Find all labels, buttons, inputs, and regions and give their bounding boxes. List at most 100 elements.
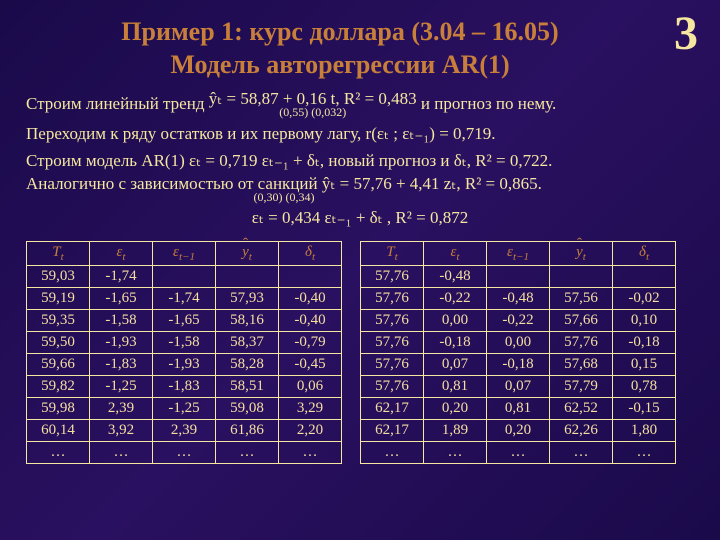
table-cell: 57,79 <box>550 375 613 397</box>
table-cell: -1,25 <box>90 375 153 397</box>
table-cell: 57,76 <box>361 309 424 331</box>
table-left: Tt εt εt−1 yt δt 59,03-1,7459,19-1,65-1,… <box>26 241 342 464</box>
table-cell: 58,51 <box>216 375 279 397</box>
table-cell: 59,08 <box>216 397 279 419</box>
table-cell: -1,83 <box>153 375 216 397</box>
table-cell: … <box>550 441 613 463</box>
table-cell: -1,58 <box>90 309 153 331</box>
th-eps-lag-r: εt−1 <box>487 241 550 265</box>
table-cell: -1,74 <box>153 287 216 309</box>
line4-block: Аналогично с зависимостью от санкций ŷₜ … <box>26 176 542 204</box>
table-cell: -1,25 <box>153 397 216 419</box>
table-cell: -1,74 <box>90 265 153 287</box>
table-cell: -0,48 <box>424 265 487 287</box>
table-cell: … <box>361 441 424 463</box>
table-row: 59,50-1,93-1,5858,37-0,79 <box>27 331 342 353</box>
table-row: 59,35-1,58-1,6558,16-0,40 <box>27 309 342 331</box>
table-row: 59,19-1,65-1,7457,93-0,40 <box>27 287 342 309</box>
table-cell: -0,18 <box>424 331 487 353</box>
table-cell: … <box>487 441 550 463</box>
table-row: …………… <box>361 441 676 463</box>
table-row: 57,760,810,0757,790,78 <box>361 375 676 397</box>
table-left-body: 59,03-1,7459,19-1,65-1,7457,93-0,4059,35… <box>27 265 342 463</box>
table-cell: -0,79 <box>279 331 342 353</box>
table-cell <box>487 265 550 287</box>
table-cell: 57,76 <box>361 375 424 397</box>
table-cell: 0,81 <box>424 375 487 397</box>
line-sanctions: Аналогично с зависимостью от санкций ŷₜ … <box>26 176 694 204</box>
table-cell <box>613 265 676 287</box>
table-cell: -0,40 <box>279 309 342 331</box>
table-cell: 0,78 <box>613 375 676 397</box>
table-cell: 60,14 <box>27 419 90 441</box>
th-T: Tt <box>27 241 90 265</box>
table-cell: 61,86 <box>216 419 279 441</box>
body-text: Строим линейный тренд ŷₜ = 58,87 + 0,16 … <box>26 91 694 231</box>
table-cell <box>279 265 342 287</box>
table-cell: 62,52 <box>550 397 613 419</box>
line1-b: и прогноз по нему. <box>421 94 556 113</box>
table-cell <box>216 265 279 287</box>
slide: 3 Пример 1: курс доллара (3.04 – 16.05) … <box>0 0 720 540</box>
th-eps-lag: εt−1 <box>153 241 216 265</box>
table-cell: 0,15 <box>613 353 676 375</box>
table-cell: 62,17 <box>361 419 424 441</box>
th-delta: δt <box>279 241 342 265</box>
line1-a: Строим линейный тренд <box>26 94 209 113</box>
table-cell: -1,93 <box>90 331 153 353</box>
table-right-body: 57,76-0,4857,76-0,22-0,4857,56-0,0257,76… <box>361 265 676 463</box>
th-yhat: yt <box>216 241 279 265</box>
table-cell: -0,40 <box>279 287 342 309</box>
table-cell: 59,50 <box>27 331 90 353</box>
table-cell: 59,82 <box>27 375 90 397</box>
table-cell: -0,22 <box>487 309 550 331</box>
th-eps-r: εt <box>424 241 487 265</box>
page-number: 3 <box>674 6 698 61</box>
table-cell: 0,00 <box>487 331 550 353</box>
table-right-header: Tt εt εt−1 yt δt <box>361 241 676 265</box>
table-cell: 57,76 <box>361 331 424 353</box>
table-cell: 59,98 <box>27 397 90 419</box>
table-row: 59,03-1,74 <box>27 265 342 287</box>
table-cell: … <box>153 441 216 463</box>
table-cell: 57,68 <box>550 353 613 375</box>
table-cell: 57,66 <box>550 309 613 331</box>
table-cell: 57,76 <box>361 265 424 287</box>
line1-formula-sub: (0,55) (0,032) <box>209 107 417 118</box>
table-row: 60,143,922,3961,862,20 <box>27 419 342 441</box>
table-cell: 0,20 <box>424 397 487 419</box>
line-eps-model: εₜ = 0,434 εₜ₋₁ + δₜ , R² = 0,872 <box>26 205 694 231</box>
table-cell: -0,22 <box>424 287 487 309</box>
table-cell: 2,39 <box>153 419 216 441</box>
table-cell: 58,16 <box>216 309 279 331</box>
table-cell: 62,17 <box>361 397 424 419</box>
table-cell: … <box>279 441 342 463</box>
table-cell: 58,37 <box>216 331 279 353</box>
table-cell: 1,89 <box>424 419 487 441</box>
line4-sub: (0,30) (0,34) <box>26 192 542 203</box>
table-cell: 2,39 <box>90 397 153 419</box>
table-row: 59,82-1,25-1,8358,510,06 <box>27 375 342 397</box>
table-row: 57,76-0,22-0,4857,56-0,02 <box>361 287 676 309</box>
slide-title: Пример 1: курс доллара (3.04 – 16.05) Мо… <box>26 10 694 81</box>
table-cell: -0,18 <box>613 331 676 353</box>
table-cell: 0,00 <box>424 309 487 331</box>
table-cell: -0,48 <box>487 287 550 309</box>
table-cell <box>153 265 216 287</box>
table-cell: 57,76 <box>361 287 424 309</box>
title-line2: Модель авторегрессии AR(1) <box>170 50 509 79</box>
table-cell: -1,65 <box>153 309 216 331</box>
table-row: …………… <box>27 441 342 463</box>
th-T-r: Tt <box>361 241 424 265</box>
table-cell: -1,58 <box>153 331 216 353</box>
table-cell: 0,10 <box>613 309 676 331</box>
table-cell: 62,26 <box>550 419 613 441</box>
line3-a: Строим модель AR(1) εₜ = 0,719 εₜ₋₁ + δₜ… <box>26 151 324 170</box>
table-cell: 59,66 <box>27 353 90 375</box>
table-cell: -0,02 <box>613 287 676 309</box>
table-cell: -0,18 <box>487 353 550 375</box>
table-cell: 0,20 <box>487 419 550 441</box>
table-cell: … <box>424 441 487 463</box>
table-cell: -1,83 <box>90 353 153 375</box>
table-cell: 0,07 <box>487 375 550 397</box>
